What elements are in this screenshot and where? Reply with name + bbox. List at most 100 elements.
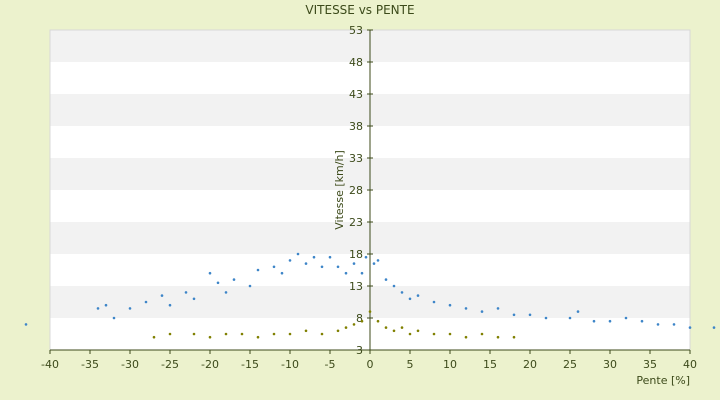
axes [49, 29, 691, 354]
y-tick-label: 53 [349, 24, 363, 37]
data-point [352, 323, 356, 326]
data-point [432, 300, 436, 304]
data-point [364, 255, 368, 259]
data-point [304, 262, 308, 265]
data-point [512, 335, 516, 339]
x-tick-label: 5 [407, 358, 414, 371]
data-point [360, 271, 364, 275]
data-point [128, 307, 132, 310]
data-point [372, 262, 376, 265]
x-tick-label: -20 [201, 358, 219, 371]
x-tick-label: 10 [443, 358, 457, 371]
data-point [672, 323, 676, 326]
data-points [24, 252, 716, 339]
x-tick-label: 15 [483, 358, 497, 371]
data-point [336, 265, 340, 269]
data-point [416, 329, 420, 333]
data-point [272, 265, 276, 269]
data-point [400, 291, 404, 294]
data-point [304, 329, 308, 333]
data-point [416, 294, 420, 297]
x-tick-label: 35 [643, 358, 657, 371]
y-tick-label: 8 [356, 312, 363, 325]
data-point [568, 316, 572, 320]
x-tick-label: -10 [281, 358, 299, 371]
data-point [256, 268, 260, 272]
data-point [448, 303, 452, 307]
data-point [448, 332, 452, 336]
y-tick-label: 18 [349, 248, 363, 261]
y-axis-title: Vitesse [km/h] [333, 150, 346, 230]
data-point [320, 265, 324, 269]
x-tick-label: 0 [367, 358, 374, 371]
tick-labels: -40 -35 -30 -25 -20 -15 -10 -5 0 5 10 15 20 25 30 35 40 3… [41, 24, 697, 371]
data-point [376, 259, 380, 262]
data-point [96, 307, 100, 310]
data-point [376, 319, 380, 323]
x-tick-label: -30 [121, 358, 139, 371]
data-point [112, 316, 116, 320]
data-point [104, 303, 108, 307]
data-point [320, 332, 324, 336]
data-point [480, 310, 484, 313]
y-tick-label: 38 [349, 120, 363, 133]
data-point [688, 326, 692, 329]
data-point [384, 278, 388, 281]
data-point [408, 297, 412, 301]
data-point [232, 278, 236, 281]
data-point [656, 323, 660, 326]
data-point [384, 326, 388, 329]
data-point [592, 319, 596, 323]
data-point [528, 313, 532, 317]
data-point [240, 332, 244, 336]
data-point [280, 271, 284, 275]
y-tick-label: 48 [349, 56, 363, 69]
data-point [192, 332, 196, 336]
data-point [288, 259, 292, 262]
data-point [328, 255, 332, 259]
y-tick-label: 3 [356, 344, 363, 357]
data-point [152, 335, 156, 339]
data-point [512, 313, 516, 317]
x-tick-label: 20 [523, 358, 537, 371]
data-point [712, 326, 716, 329]
data-point [408, 332, 412, 336]
data-point [392, 284, 396, 288]
data-point [168, 303, 172, 307]
x-tick-label: -40 [41, 358, 59, 371]
data-point [432, 332, 436, 336]
data-point [352, 262, 356, 265]
data-point [168, 332, 172, 336]
data-point [624, 316, 628, 320]
x-tick-label: 40 [683, 358, 697, 371]
data-point [192, 297, 196, 301]
x-tick-label: -35 [81, 358, 99, 371]
data-point [24, 323, 28, 326]
data-point [464, 335, 468, 339]
data-point [224, 332, 228, 336]
data-point [272, 332, 276, 336]
data-point [344, 271, 348, 275]
data-point [144, 300, 148, 304]
y-tick-label: 43 [349, 88, 363, 101]
data-point [248, 284, 252, 288]
data-point [544, 316, 548, 320]
data-point [296, 252, 300, 256]
data-point [344, 326, 348, 329]
y-tick-label: 33 [349, 152, 363, 165]
data-point [312, 255, 316, 259]
x-tick-label: -25 [161, 358, 179, 371]
data-point [208, 335, 212, 339]
x-axis-title: Pente [%] [636, 374, 690, 387]
data-point [288, 332, 292, 336]
data-point [360, 319, 364, 323]
x-tick-label: 25 [563, 358, 577, 371]
data-point [464, 307, 468, 310]
data-point [368, 310, 372, 313]
data-point [216, 281, 220, 285]
y-tick-label: 23 [349, 216, 363, 229]
data-point [160, 294, 164, 297]
data-point [496, 335, 500, 339]
